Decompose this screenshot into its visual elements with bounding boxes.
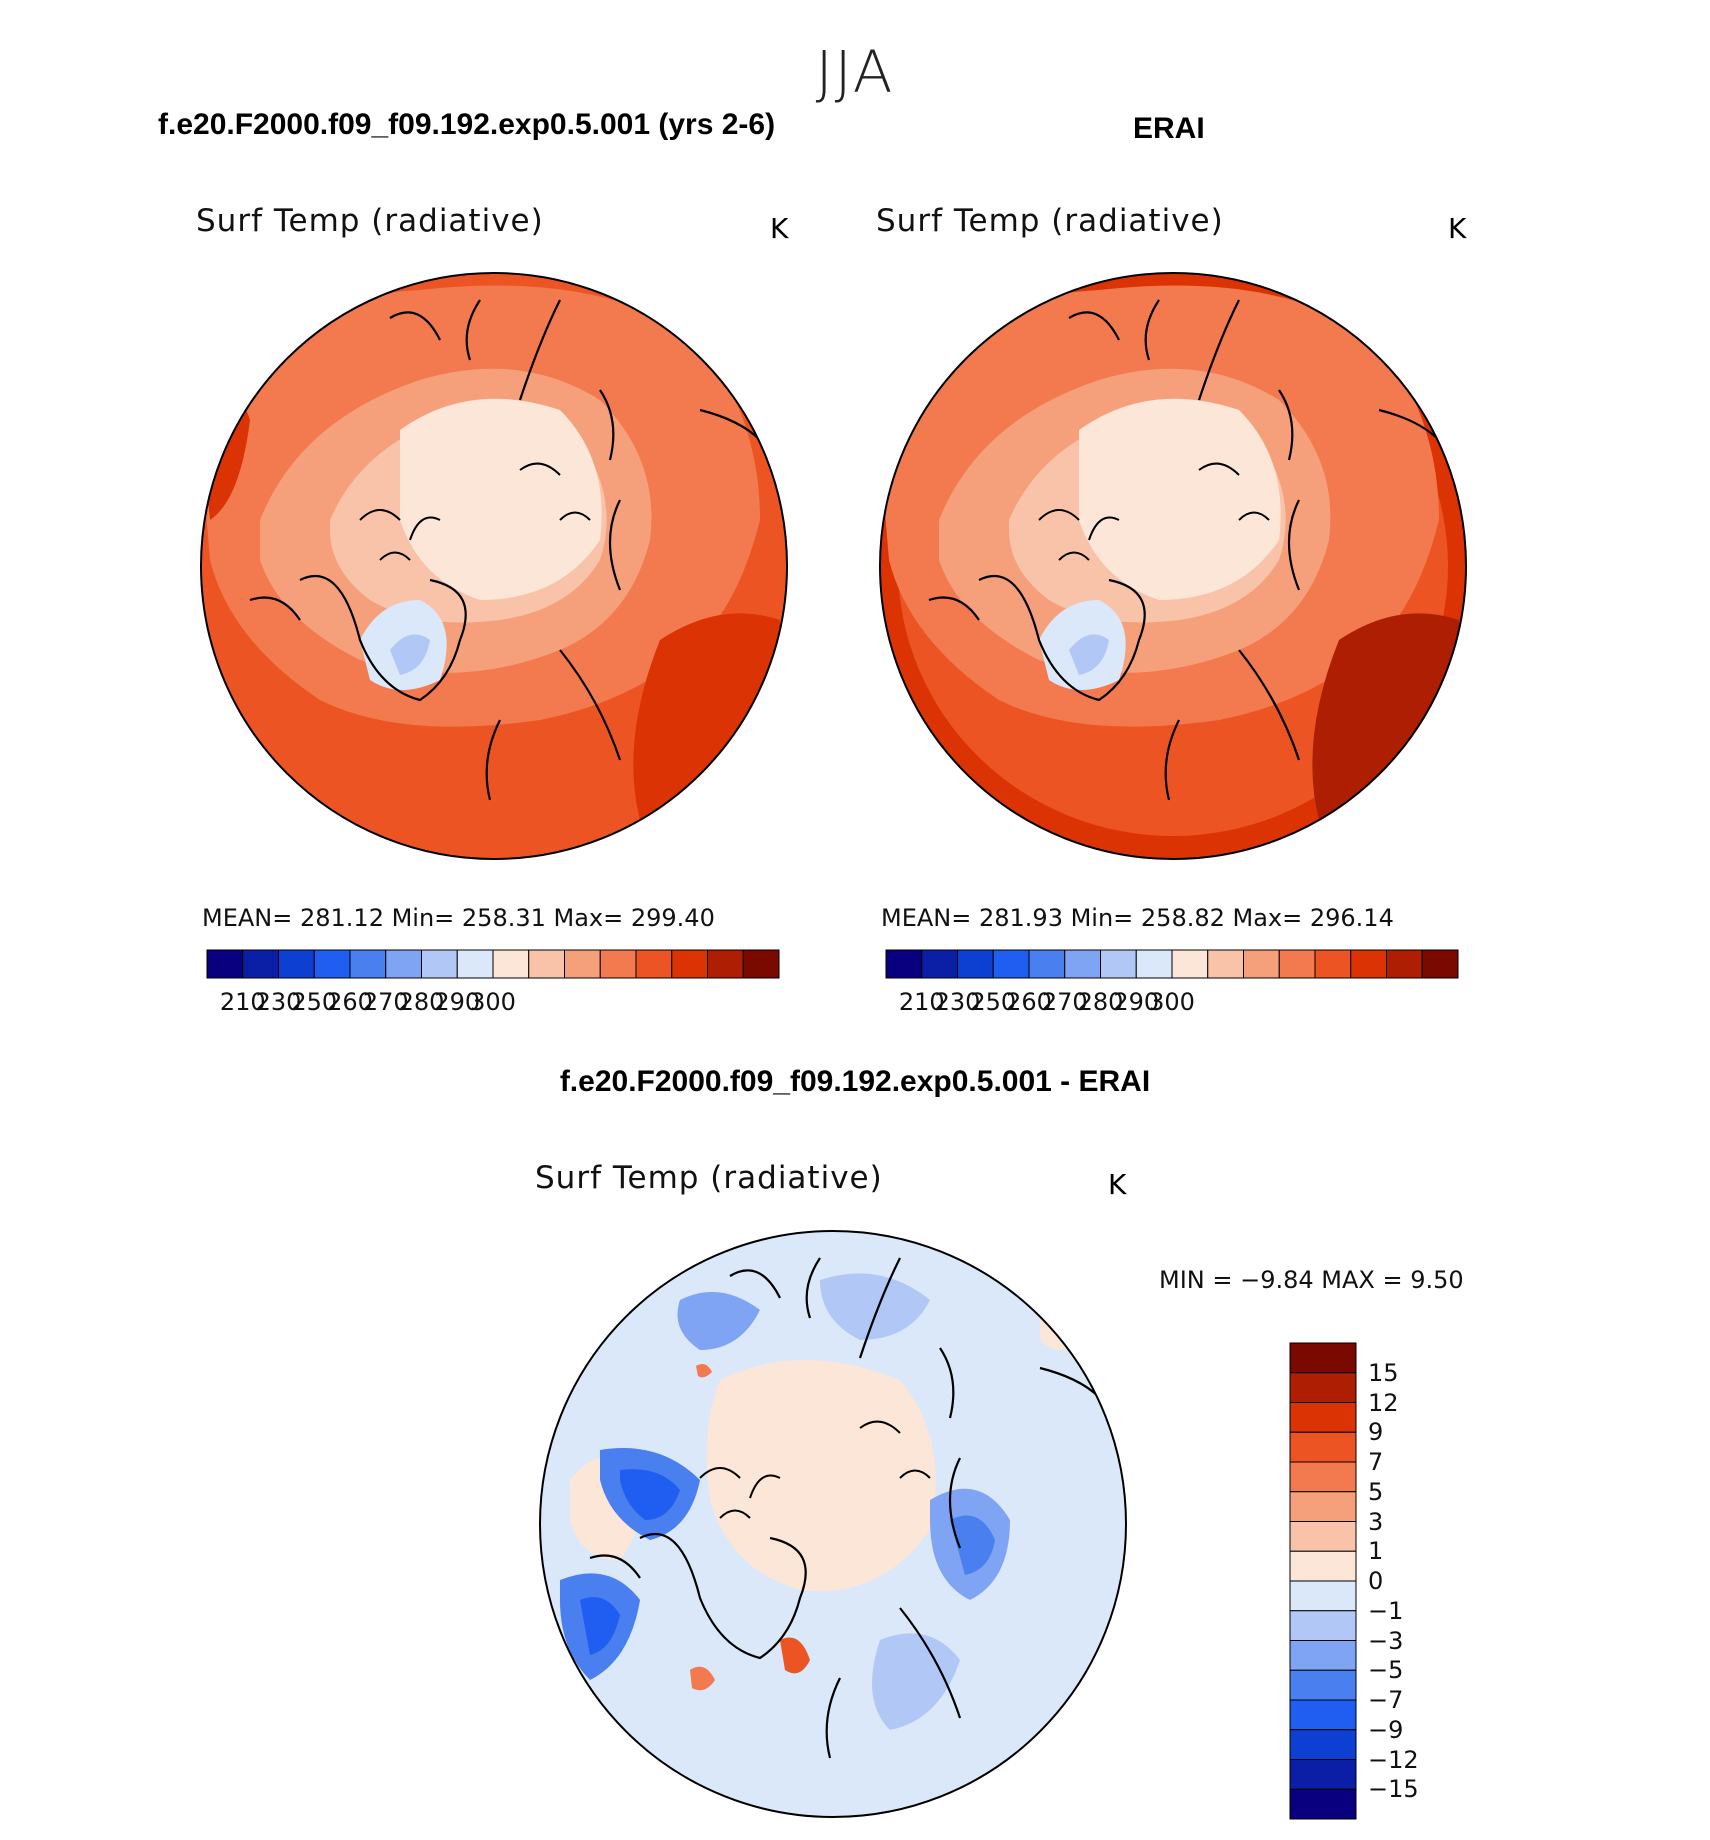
colorbar-swatch (1289, 1580, 1357, 1612)
panel-3-colorbar (1289, 1342, 1357, 1820)
colorbar-tick-label: 1 (1368, 1537, 1384, 1566)
colorbar-swatch (1421, 949, 1459, 979)
colorbar-swatch (1289, 1759, 1357, 1790)
colorbar-swatch (1289, 1491, 1357, 1522)
colorbar-swatch (242, 949, 279, 979)
colorbar-swatch (992, 949, 1030, 979)
colorbar-swatch (1289, 1788, 1357, 1820)
colorbar-tick-label: 12 (1368, 1388, 1399, 1417)
panel-2-stats: MEAN= 281.93 Min= 258.82 Max= 296.14 (881, 904, 1394, 932)
colorbar-tick-label: −15 (1368, 1775, 1419, 1804)
colorbar-tick-label: 0 (1368, 1567, 1384, 1595)
panel-3-title: f.e20.F2000.f09_f09.192.exp0.5.001 - ERA… (559, 1065, 1151, 1098)
panel-1-variable: Surf Temp (radiative) (196, 203, 544, 239)
colorbar-swatch (707, 949, 744, 979)
colorbar-swatch (1289, 1372, 1357, 1403)
colorbar-swatch (1289, 1669, 1357, 1701)
colorbar-tick-label: −12 (1368, 1745, 1419, 1774)
colorbar-tick-label: 250 (970, 988, 1017, 1016)
colorbar-tick-label: 210 (219, 988, 266, 1016)
colorbar-swatch (1289, 1342, 1357, 1374)
colorbar-tick-label: 270 (1041, 988, 1088, 1016)
panel-1-title: f.e20.F2000.f09_f09.192.exp0.5.001 (yrs … (158, 108, 776, 141)
colorbar-swatch (492, 949, 530, 979)
colorbar-swatch (742, 949, 780, 979)
colorbar-tick-label: 15 (1368, 1358, 1399, 1387)
season-title: JJA (815, 38, 895, 106)
colorbar-tick-label: 260 (1006, 988, 1052, 1016)
colorbar-swatch (1278, 949, 1316, 979)
colorbar-swatch (1289, 1729, 1357, 1760)
colorbar-swatch (1064, 949, 1101, 979)
panel-2-map (879, 272, 1467, 860)
colorbar-tick-label: 270 (362, 988, 409, 1016)
colorbar-swatch (564, 949, 601, 979)
colorbar-tick-label: 230 (934, 988, 981, 1016)
colorbar-tick-label: 280 (1077, 988, 1124, 1016)
colorbar-swatch (313, 949, 351, 979)
colorbar-swatch (635, 949, 673, 979)
colorbar-tick-label: −9 (1368, 1715, 1404, 1744)
colorbar-swatch (1289, 1461, 1357, 1493)
colorbar-tick-label: 5 (1368, 1477, 1384, 1506)
colorbar-swatch (385, 949, 422, 979)
colorbar-tick-label: 290 (434, 988, 481, 1016)
colorbar-swatch (206, 949, 244, 979)
colorbar-swatch (1207, 949, 1244, 979)
colorbar-swatch (1289, 1550, 1357, 1582)
colorbar-tick-label: 210 (898, 988, 945, 1016)
panel-2-variable: Surf Temp (radiative) (876, 203, 1224, 239)
colorbar-swatch (1289, 1431, 1357, 1463)
colorbar-swatch (528, 949, 565, 979)
colorbar-swatch (599, 949, 637, 979)
panel-1-colorbar (206, 949, 780, 979)
colorbar-swatch (1100, 949, 1137, 979)
colorbar-swatch (1028, 949, 1066, 979)
colorbar-swatch (671, 949, 708, 979)
panel-2-title: ERAI (1133, 112, 1205, 145)
colorbar-tick-label: 290 (1113, 988, 1160, 1016)
panel-2-units: K (1448, 212, 1467, 245)
colorbar-swatch (1289, 1521, 1357, 1552)
colorbar-tick-label: 3 (1368, 1507, 1384, 1536)
colorbar-tick-label: 7 (1368, 1448, 1384, 1476)
panel-3-stats: MIN = −9.84 MAX = 9.50 (1159, 1266, 1464, 1294)
colorbar-tick-label: 9 (1368, 1418, 1384, 1447)
panel-1-map (200, 272, 788, 860)
panel-2-colorbar (885, 949, 1459, 979)
colorbar-tick-label: 230 (255, 988, 302, 1016)
colorbar-swatch (1289, 1610, 1357, 1641)
colorbar-swatch (1289, 1640, 1357, 1671)
colorbar-tick-label: 300 (470, 988, 516, 1016)
colorbar-tick-label: 280 (398, 988, 445, 1016)
colorbar-swatch (456, 949, 494, 979)
colorbar-swatch (1314, 949, 1352, 979)
colorbar-tick-label: −5 (1368, 1656, 1404, 1685)
colorbar-swatch (1289, 1699, 1357, 1731)
colorbar-swatch (1243, 949, 1280, 979)
colorbar-swatch (1135, 949, 1173, 979)
colorbar-tick-label: 250 (291, 988, 338, 1016)
panel-1-stats: MEAN= 281.12 Min= 258.31 Max= 299.40 (202, 904, 715, 932)
colorbar-swatch (1171, 949, 1209, 979)
colorbar-tick-label: −7 (1368, 1686, 1404, 1714)
colorbar-swatch (921, 949, 958, 979)
colorbar-swatch (1289, 1402, 1357, 1433)
colorbar-tick-label: −1 (1368, 1596, 1404, 1625)
colorbar-swatch (278, 949, 315, 979)
colorbar-tick-label: 300 (1149, 988, 1195, 1016)
panel-3-variable: Surf Temp (radiative) (535, 1160, 883, 1196)
panel-1-units: K (770, 212, 789, 245)
panel-3-units: K (1108, 1168, 1127, 1201)
colorbar-swatch (957, 949, 994, 979)
colorbar-swatch (349, 949, 387, 979)
colorbar-swatch (885, 949, 923, 979)
colorbar-swatch (421, 949, 458, 979)
colorbar-tick-label: −3 (1368, 1626, 1404, 1655)
panel-3-map (539, 1230, 1127, 1818)
colorbar-swatch (1350, 949, 1387, 979)
colorbar-tick-label: 260 (327, 988, 373, 1016)
colorbar-swatch (1386, 949, 1423, 979)
